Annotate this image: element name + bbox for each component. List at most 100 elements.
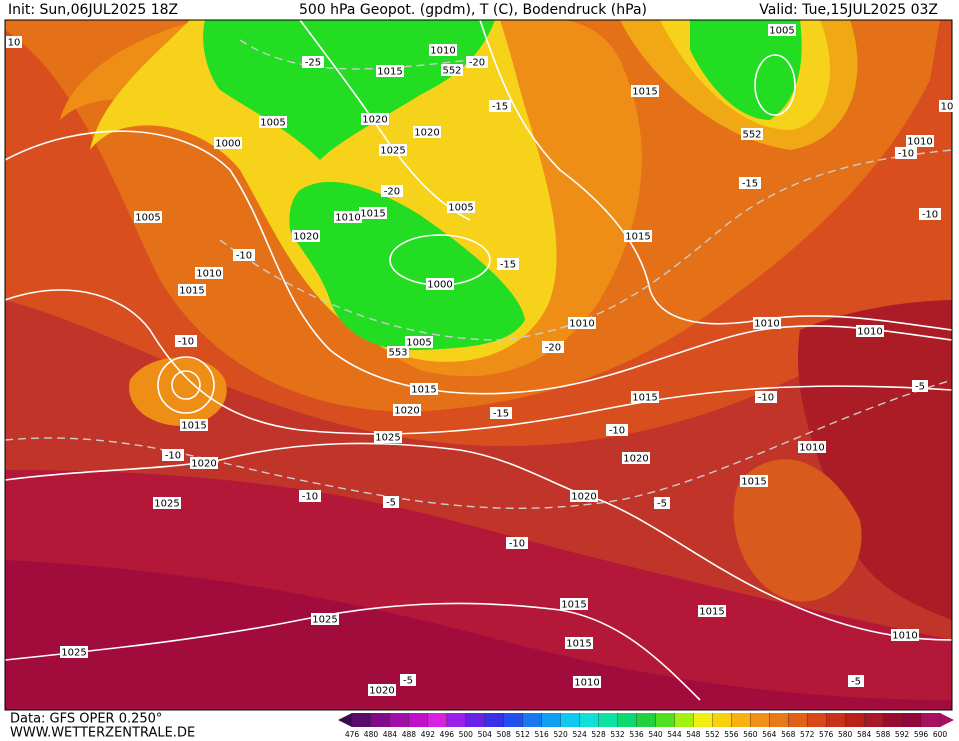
map-title: 500 hPa Geopot. (gpdm), T (C), Bodendruc… (299, 2, 647, 18)
colorbar-label: 544 (667, 730, 682, 739)
contour-label: 1010 (569, 319, 594, 330)
site-url: WWW.WETTERZENTRALE.DE (10, 726, 195, 741)
contour-label: 1020 (623, 454, 648, 465)
label-box (429, 44, 457, 56)
contour-label: 1020 (571, 492, 596, 503)
colorbar-swatch (484, 713, 505, 727)
colorbar-label: 588 (876, 730, 891, 739)
contour-label: 1020 (414, 128, 439, 139)
label-box (334, 211, 362, 223)
label-box (698, 605, 726, 617)
colorbar-swatch (902, 713, 922, 727)
label-box (374, 431, 402, 443)
colorbar-swatch (370, 713, 391, 727)
colorbar-swatch (883, 713, 903, 727)
label-box (654, 497, 670, 509)
colorbar-label: 516 (535, 730, 550, 739)
label-box (895, 147, 917, 159)
contour-label: 10 (8, 38, 21, 49)
colorbar-swatch (693, 713, 713, 727)
label-box (755, 391, 777, 403)
label-box (195, 267, 223, 279)
colorbar-swatch (864, 713, 884, 727)
contour-label: 1015 (632, 393, 657, 404)
contour-label: -10 (165, 451, 181, 462)
contour-label: -20 (545, 343, 561, 354)
contour-label: -5 (851, 677, 861, 688)
contour-label: 1005 (135, 213, 160, 224)
label-box (178, 284, 206, 296)
contour-label: 1015 (566, 639, 591, 650)
label-box (162, 449, 184, 461)
label-box (233, 249, 255, 261)
label-box (856, 325, 884, 337)
contour-label: -10 (922, 210, 938, 221)
label-box (153, 497, 181, 509)
label-box (368, 684, 396, 696)
colorbar-label: 536 (629, 730, 644, 739)
label-box (447, 201, 475, 213)
label-box (919, 208, 941, 220)
label-box (497, 258, 519, 270)
colorbar-swatch (731, 713, 751, 727)
contour-label: -10 (898, 149, 914, 160)
colorbar-label: 528 (591, 730, 606, 739)
contour-label: 1015 (411, 385, 436, 396)
label-box (573, 676, 601, 688)
contour-label: 1020 (191, 459, 216, 470)
valid-time: Valid: Tue,15JUL2025 03Z (759, 2, 938, 18)
contour-label: -20 (469, 58, 485, 69)
label-box (259, 116, 287, 128)
contour-label: 1015 (377, 67, 402, 78)
label-box (311, 613, 339, 625)
colorbar-swatch (560, 713, 581, 727)
contour-label: 1005 (769, 26, 794, 37)
colorbar-swatch (579, 713, 600, 727)
label-box (180, 419, 208, 431)
label-box (190, 457, 218, 469)
label-box (299, 490, 321, 502)
colorbar-label: 512 (516, 730, 531, 739)
label-box (405, 336, 433, 348)
colorbar-label: 568 (781, 730, 796, 739)
contour-label: -5 (915, 382, 925, 393)
contour-label: 553 (388, 348, 407, 359)
contour-label: -10 (509, 539, 525, 550)
label-box (568, 317, 596, 329)
label-box (739, 177, 761, 189)
label-box (381, 185, 403, 197)
contour-label: 1000 (427, 280, 452, 291)
contour-label: -15 (492, 102, 508, 113)
colorbar-label: 500 (459, 730, 474, 739)
contour-label: -15 (500, 260, 516, 271)
colorbar-label: 592 (895, 730, 910, 739)
label-box (400, 674, 416, 686)
colorbar-label: 584 (857, 730, 872, 739)
label-box (292, 230, 320, 242)
colorbar-label: 572 (800, 730, 815, 739)
label-box (560, 598, 588, 610)
colorbar-swatch (427, 713, 448, 727)
label-box (798, 441, 826, 453)
colorbar-swatch (807, 713, 827, 727)
colorbar-swatch (636, 713, 656, 727)
label-box (741, 128, 763, 140)
colorbar-label: 532 (610, 730, 625, 739)
label-box (753, 317, 781, 329)
contour-label: 1015 (561, 600, 586, 611)
label-box (489, 100, 511, 112)
colorbar-label: 540 (648, 730, 663, 739)
init-time: Init: Sun,06JUL2025 18Z (8, 2, 178, 18)
map-frame (4, 19, 953, 711)
label-box (490, 407, 512, 419)
label-box (383, 496, 399, 508)
contour-label: 1025 (154, 499, 179, 510)
label-box (631, 85, 659, 97)
label-box (393, 404, 421, 416)
contour-label: -10 (236, 251, 252, 262)
contour-label: 1020 (293, 232, 318, 243)
contour-label: -20 (384, 187, 400, 198)
label-box (359, 207, 387, 219)
label-box (906, 135, 934, 147)
